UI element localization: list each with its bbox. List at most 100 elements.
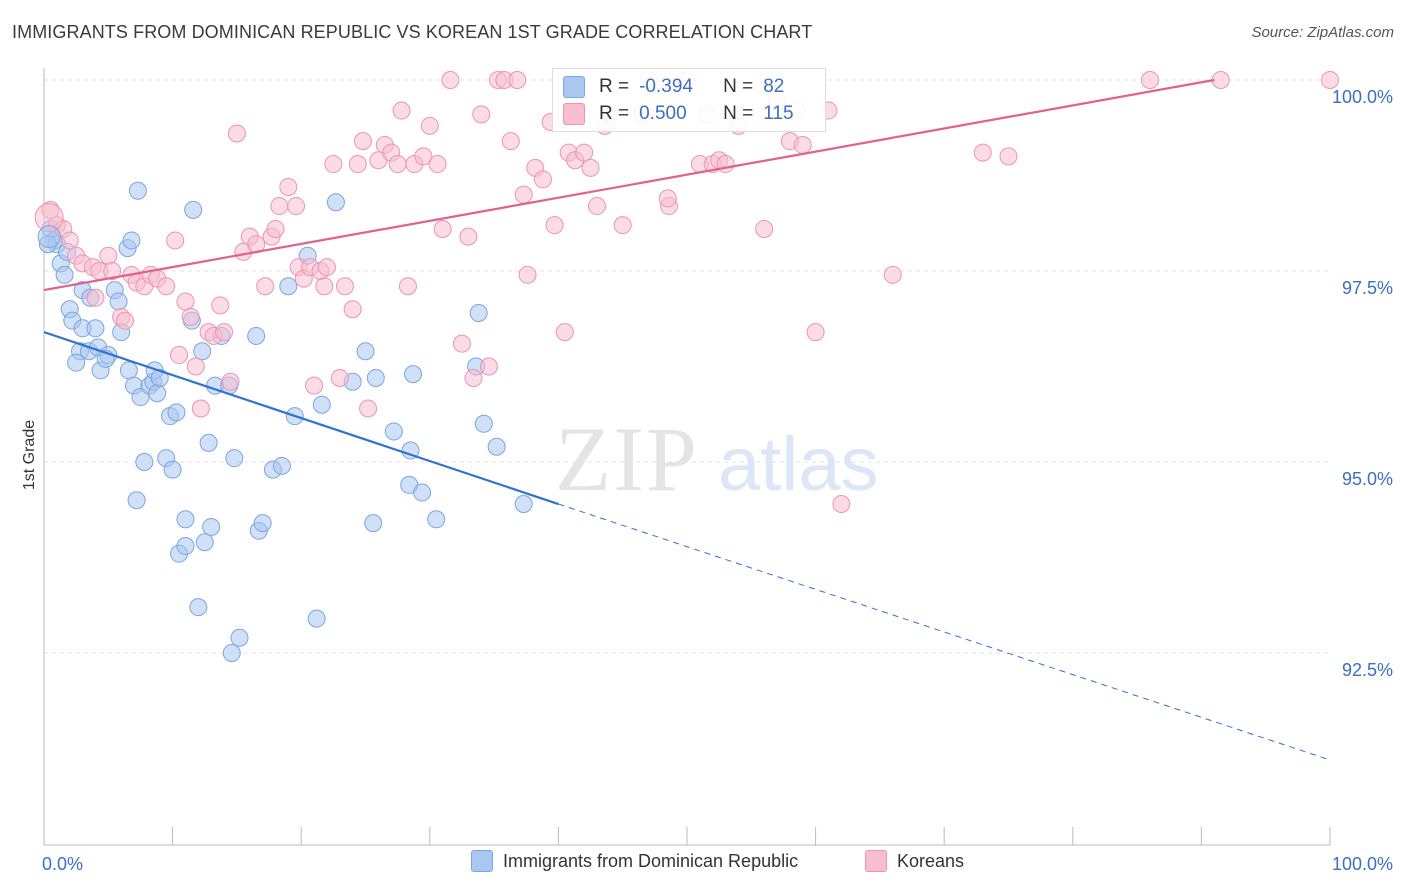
point-dominican — [326, 193, 345, 212]
point-korean — [305, 376, 324, 395]
point-korean — [266, 219, 285, 238]
n-label: N = — [723, 103, 754, 124]
watermark-atlas: atlas — [718, 422, 879, 507]
r-label: R = — [599, 76, 630, 97]
point-korean — [348, 155, 367, 174]
x-tick-label: 0.0% — [42, 854, 83, 874]
point-dominican — [150, 368, 169, 387]
trend-line-dominican — [43, 331, 559, 506]
point-korean — [315, 277, 334, 296]
legend-swatch-dominican — [471, 850, 493, 872]
point-korean — [221, 372, 240, 391]
point-korean — [191, 399, 210, 418]
point-dominican — [128, 181, 147, 200]
data-points — [34, 71, 1339, 662]
point-korean — [464, 368, 483, 387]
point-dominican — [167, 403, 186, 422]
stats-row-koreans: R = 0.500 N = 115 — [563, 100, 794, 128]
point-korean — [166, 231, 185, 250]
point-dominican — [253, 514, 272, 533]
point-korean — [658, 189, 677, 208]
point-korean — [514, 185, 533, 204]
point-korean — [353, 132, 372, 151]
point-dominican — [122, 231, 141, 250]
point-korean — [270, 197, 289, 216]
legend-label-dominican: Immigrants from Dominican Republic — [503, 850, 799, 871]
point-dominican — [127, 491, 146, 510]
axes — [43, 68, 1331, 846]
trend-line-koreans — [43, 78, 1215, 292]
legend-item-dominican[interactable]: Immigrants from Dominican Republic — [471, 850, 798, 872]
point-korean — [181, 307, 200, 326]
point-korean — [428, 155, 447, 174]
legend-label-koreans: Koreans — [897, 850, 965, 871]
point-dominican — [514, 495, 533, 514]
source-label: Source: ZipAtlas.com — [1251, 24, 1394, 41]
point-korean — [343, 300, 362, 319]
trend-line-dominican-extension — [558, 503, 1331, 761]
point-dominican — [86, 319, 105, 338]
stats-swatch-koreans — [563, 103, 585, 125]
point-korean — [335, 277, 354, 296]
point-korean — [973, 143, 992, 162]
stats-swatch-dominican — [563, 76, 585, 98]
point-korean — [441, 71, 460, 89]
point-dominican — [307, 609, 326, 628]
point-korean — [472, 105, 491, 124]
point-korean — [587, 197, 606, 216]
n-value: 115 — [763, 103, 794, 124]
point-korean — [832, 495, 851, 514]
point-dominican — [176, 510, 195, 529]
point-korean — [388, 155, 407, 174]
point-korean — [1211, 71, 1230, 89]
point-korean — [317, 258, 336, 277]
point-korean — [433, 219, 452, 238]
point-dominican — [279, 277, 298, 296]
point-korean — [215, 323, 234, 342]
point-dominican — [195, 533, 214, 552]
point-dominican — [148, 384, 167, 403]
point-dominican — [312, 395, 331, 414]
point-dominican — [487, 437, 506, 456]
n-value: 82 — [763, 76, 785, 97]
point-korean — [176, 292, 195, 311]
stats-legend: R = -0.394 N = 82 R = 0.500 N = 115 — [552, 68, 826, 132]
watermark-zip: ZIP — [555, 408, 699, 510]
point-korean — [1321, 71, 1339, 89]
point-dominican — [401, 441, 420, 460]
tick-labels: 92.5% 95.0% 97.5% 100.0% 0.0% 100.0% — [42, 87, 1393, 874]
point-korean — [459, 227, 478, 246]
y-tick-label: 100.0% — [1332, 87, 1393, 107]
point-dominican — [176, 537, 195, 556]
point-korean — [613, 216, 632, 235]
point-korean — [806, 323, 825, 342]
y-tick-label: 95.0% — [1342, 469, 1393, 489]
trend-lines — [43, 78, 1331, 761]
point-korean — [452, 334, 471, 353]
point-korean — [518, 265, 537, 284]
watermark: ZIP atlas — [555, 408, 879, 510]
point-korean — [755, 219, 774, 238]
point-korean — [324, 155, 343, 174]
point-dominican — [109, 292, 128, 311]
r-label: R = — [599, 103, 630, 124]
chart-title: IMMIGRANTS FROM DOMINICAN REPUBLIC VS KO… — [12, 22, 813, 42]
point-korean — [99, 246, 118, 265]
point-dominican — [119, 361, 138, 380]
point-korean — [256, 277, 275, 296]
point-dominican — [384, 422, 403, 441]
legend-item-koreans[interactable]: Koreans — [865, 850, 964, 872]
legend-swatch-koreans — [865, 850, 887, 872]
point-dominican — [199, 433, 218, 452]
point-korean — [398, 277, 417, 296]
point-dominican — [189, 598, 208, 617]
point-dominican — [135, 453, 154, 471]
point-korean — [211, 296, 230, 315]
point-korean — [60, 231, 79, 250]
point-korean — [793, 135, 812, 154]
stats-row-dominican: R = -0.394 N = 82 — [563, 73, 784, 101]
point-korean — [575, 143, 594, 162]
point-korean — [420, 116, 439, 135]
point-dominican — [184, 200, 203, 219]
point-korean — [479, 357, 498, 376]
